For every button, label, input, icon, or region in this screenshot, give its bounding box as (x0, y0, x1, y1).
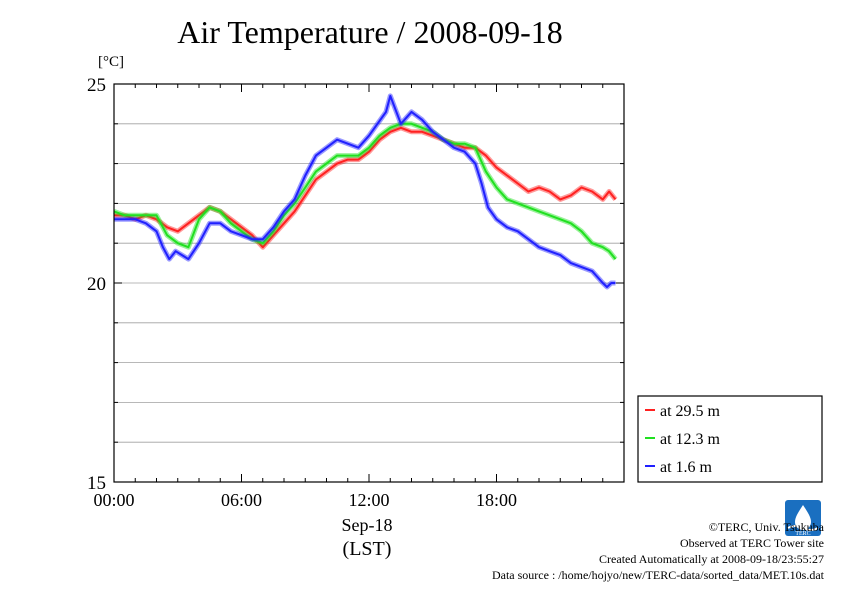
y-tick-label: 15 (87, 473, 106, 494)
x-tick-label: 12:00 (348, 490, 389, 510)
legend: at 29.5 m at 12.3 m at 1.6 m (637, 395, 823, 483)
grid (114, 123, 624, 443)
x-zone-label: (LST) (343, 538, 392, 560)
series-line (114, 126, 617, 249)
x-tick-label: 06:00 (221, 490, 262, 510)
chart-title: Air Temperature / 2008-09-18 (177, 14, 563, 50)
y-ticks: 15 20 25 (87, 75, 624, 494)
created-text: Created Automatically at 2008-09-18/23:5… (599, 552, 824, 566)
legend-label: at 12.3 m (660, 431, 721, 448)
x-tick-label: 00:00 (93, 490, 134, 510)
footer: ©TERC, Univ. Tsukuba Observed at TERC To… (492, 519, 824, 583)
copyright-text: ©TERC, Univ. Tsukuba (708, 520, 824, 534)
observed-text: Observed at TERC Tower site (679, 536, 824, 550)
series-line (113, 122, 617, 260)
legend-label: at 29.5 m (660, 403, 721, 420)
series-lines (113, 93, 618, 290)
y-unit-label: [°C] (98, 54, 124, 70)
series-line (114, 94, 616, 288)
terc-logo: TERC (783, 498, 823, 538)
legend-label: at 1.6 m (660, 459, 713, 476)
source-text: Data source : /home/hojyo/new/TERC-data/… (491, 568, 824, 582)
legend-box (637, 395, 823, 483)
x-tick-label: 18:00 (476, 490, 517, 510)
x-date-label: Sep-18 (342, 515, 393, 535)
logo-text: TERC (795, 531, 810, 537)
y-tick-label: 25 (87, 75, 106, 96)
y-tick-label: 20 (87, 274, 106, 295)
x-ticks: 00:00 06:00 12:00 18:00 (93, 84, 625, 510)
